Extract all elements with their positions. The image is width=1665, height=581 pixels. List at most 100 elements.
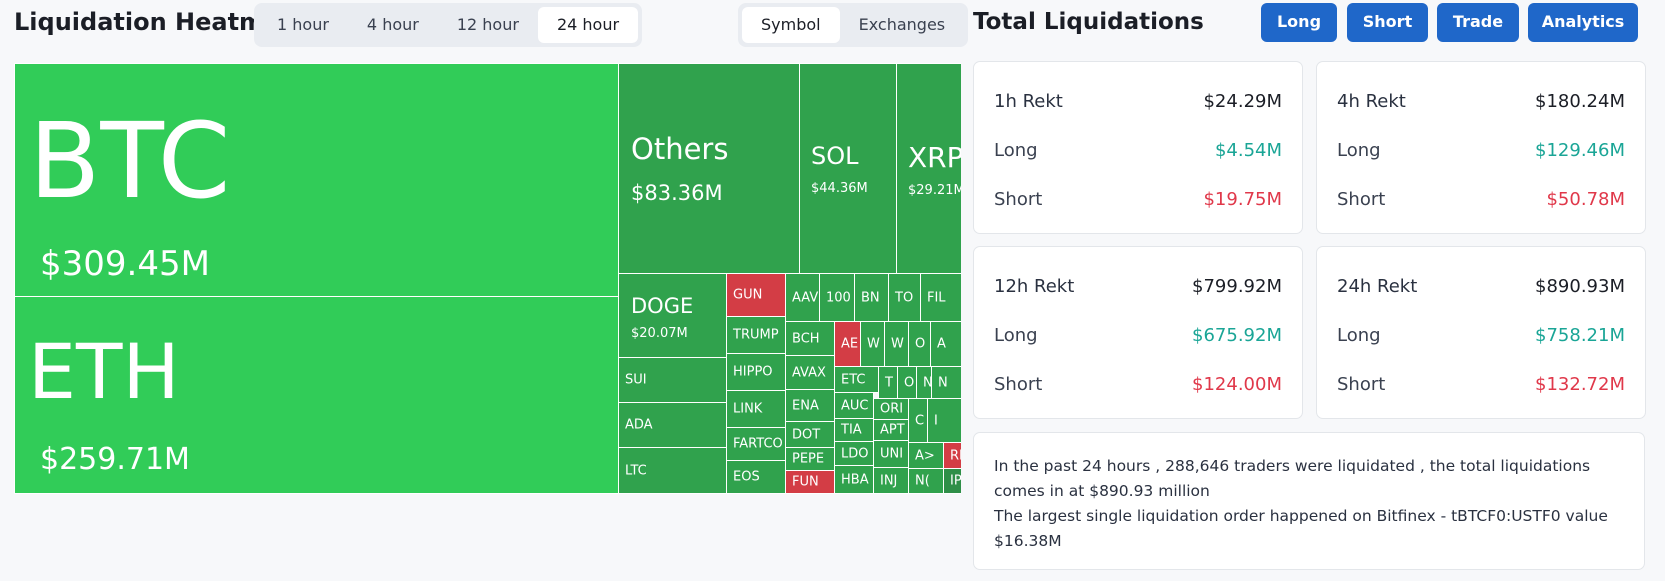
tile-symbol: BCH — [792, 331, 820, 346]
time-option-24h[interactable]: 24 hour — [537, 7, 639, 43]
card-label: 4h Rekt — [1337, 91, 1406, 112]
heatmap-tile-n1[interactable]: N — [916, 366, 932, 399]
heatmap-tile-btc[interactable]: BTC $309.45M — [14, 63, 619, 297]
tile-symbol: AE — [841, 336, 859, 352]
heatmap-tile-inj[interactable]: INJ — [873, 467, 909, 494]
heatmap-tile-dot[interactable]: DOT — [785, 421, 835, 448]
tile-value: $29.21M — [908, 183, 961, 198]
rekt-card-12h: 12h Rekt $799.92M Long $675.92M Short $124.… — [973, 246, 1303, 419]
time-option-1h[interactable]: 1 hour — [277, 15, 329, 34]
long-button[interactable]: Long — [1261, 3, 1337, 42]
heatmap-tile-trump[interactable]: TRUMP — [726, 316, 786, 354]
tile-symbol: PEPE — [792, 451, 825, 467]
heatmap-tile-w2[interactable]: W — [884, 321, 909, 367]
tile-symbol: INJ — [880, 473, 898, 488]
tile-symbol: O — [904, 375, 915, 390]
tile-symbol: UNI — [880, 446, 904, 462]
summary-largest-order-text: The largest single liquidation order hap… — [994, 507, 1608, 550]
heatmap-tile-eth[interactable]: ETH $259.71M — [14, 296, 619, 494]
heatmap-tile-ena[interactable]: ENA — [785, 389, 835, 422]
tile-symbol: TO — [895, 290, 914, 305]
heatmap-tile-link[interactable]: LINK — [726, 390, 786, 428]
heatmap-tile-ldo[interactable]: LDO — [834, 441, 874, 466]
short-button[interactable]: Short — [1347, 3, 1428, 42]
heatmap-tile-ax[interactable]: A> — [908, 442, 944, 469]
heatmap-tile-ip[interactable]: IP — [943, 468, 961, 494]
heatmap-tile-fun[interactable]: FUN — [785, 470, 835, 494]
analytics-button[interactable]: Analytics — [1528, 3, 1638, 42]
heatmap-tile-gun[interactable]: GUN — [726, 273, 786, 317]
heatmap-tile-aave[interactable]: AAV — [785, 273, 820, 322]
heatmap-tile-n2[interactable]: N — [931, 366, 961, 399]
heatmap-tile-tia[interactable]: TIA — [834, 418, 874, 442]
tile-symbol: LDO — [841, 446, 869, 461]
heatmap-tile-w1[interactable]: W — [860, 321, 885, 367]
trade-button[interactable]: Trade — [1437, 3, 1519, 42]
heatmap-tile-o2[interactable]: O — [897, 366, 917, 399]
tile-symbol: A — [937, 336, 946, 352]
tile-symbol: ADA — [625, 417, 653, 433]
heatmap-tile-t2[interactable]: T — [878, 366, 898, 399]
tile-symbol: ETH — [28, 327, 180, 416]
tile-symbol: LINK — [733, 401, 763, 417]
liquidation-heatmap: BTC $309.45M ETH $259.71M Others $83.36M… — [14, 63, 961, 494]
heatmap-tile-hba[interactable]: HBA — [834, 465, 874, 494]
view-option-symbol[interactable]: Symbol — [742, 7, 840, 43]
tile-symbol: RE — [950, 448, 961, 463]
heatmap-tile-pepe[interactable]: PEPE — [785, 447, 835, 471]
heatmap-tile-ar[interactable]: A — [930, 321, 961, 367]
tile-symbol: SOL — [811, 142, 859, 170]
tile-symbol: TRUMP — [733, 327, 779, 343]
heatmap-tile-sui[interactable]: SUI — [618, 357, 727, 403]
rekt-card-1h: 1h Rekt $24.29M Long $4.54M Short $19.75M — [973, 61, 1303, 234]
heatmap-tile-ab[interactable]: AE — [834, 321, 861, 367]
heatmap-tile-c1[interactable]: C — [908, 398, 928, 443]
tile-symbol: I — [934, 413, 938, 428]
heatmap-tile-apt[interactable]: APT — [873, 419, 909, 441]
heatmap-tile-hippo[interactable]: HIPPO — [726, 353, 786, 391]
heatmap-tile-n3[interactable]: N( — [908, 468, 944, 494]
heatmap-tile-eos[interactable]: EOS — [726, 460, 786, 494]
heatmap-tile-avax[interactable]: AVAX — [785, 355, 835, 390]
heatmap-tile-ord[interactable]: ORI — [873, 398, 909, 420]
heatmap-tile-ltc[interactable]: LTC — [618, 447, 727, 494]
tile-symbol: C — [915, 413, 925, 428]
heatmap-tile-doge[interactable]: DOGE $20.07M — [618, 273, 727, 358]
long-label: Long — [1337, 140, 1381, 161]
tile-symbol: BN — [861, 290, 880, 305]
time-option-4h[interactable]: 4 hour — [366, 15, 419, 34]
heatmap-tile-sol[interactable]: SOL $44.36M — [799, 63, 897, 274]
heatmap-tile-ada[interactable]: ADA — [618, 402, 727, 448]
card-label: 1h Rekt — [994, 91, 1063, 112]
heatmap-tile-o1[interactable]: O — [908, 321, 931, 367]
heatmap-tile-fil[interactable]: FIL — [920, 273, 961, 322]
heatmap-tile-re[interactable]: RE — [943, 442, 961, 469]
tile-symbol: ETC — [841, 372, 866, 387]
tile-symbol: XRP — [908, 141, 961, 174]
heatmap-tile-bnb[interactable]: BN — [854, 273, 889, 322]
heatmap-tile-bch[interactable]: BCH — [785, 321, 835, 356]
heatmap-tile-i1[interactable]: I — [927, 398, 961, 443]
long-value: $675.92M — [1192, 325, 1282, 346]
view-option-exchanges[interactable]: Exchanges — [858, 15, 946, 34]
heatmap-tile-xrp[interactable]: XRP $29.21M — [896, 63, 961, 274]
tile-value: $20.07M — [631, 326, 688, 341]
heatmap-tile-etc[interactable]: ETC — [834, 366, 879, 393]
short-value: $50.78M — [1546, 189, 1625, 210]
heatmap-tile-auc[interactable]: AUC — [834, 392, 874, 419]
tile-symbol: LTC — [625, 463, 647, 478]
heatmap-tile-ton[interactable]: TO — [888, 273, 921, 322]
tile-symbol: ORI — [880, 401, 904, 417]
heatmap-tile-100[interactable]: 100 — [819, 273, 855, 322]
short-label: Short — [1337, 189, 1386, 210]
long-label: Long — [994, 325, 1038, 346]
tile-symbol: FARTCO — [733, 436, 783, 452]
time-option-12h[interactable]: 12 hour — [456, 15, 519, 34]
heatmap-tile-fartcoin[interactable]: FARTCO — [726, 427, 786, 461]
tile-symbol: AVAX — [792, 365, 826, 380]
short-value: $124.00M — [1192, 374, 1282, 395]
heatmap-tile-uni[interactable]: UNI — [873, 440, 909, 468]
tile-symbol: SUI — [625, 372, 647, 388]
tile-symbol: N — [938, 375, 948, 390]
heatmap-tile-others[interactable]: Others $83.36M — [618, 63, 800, 274]
